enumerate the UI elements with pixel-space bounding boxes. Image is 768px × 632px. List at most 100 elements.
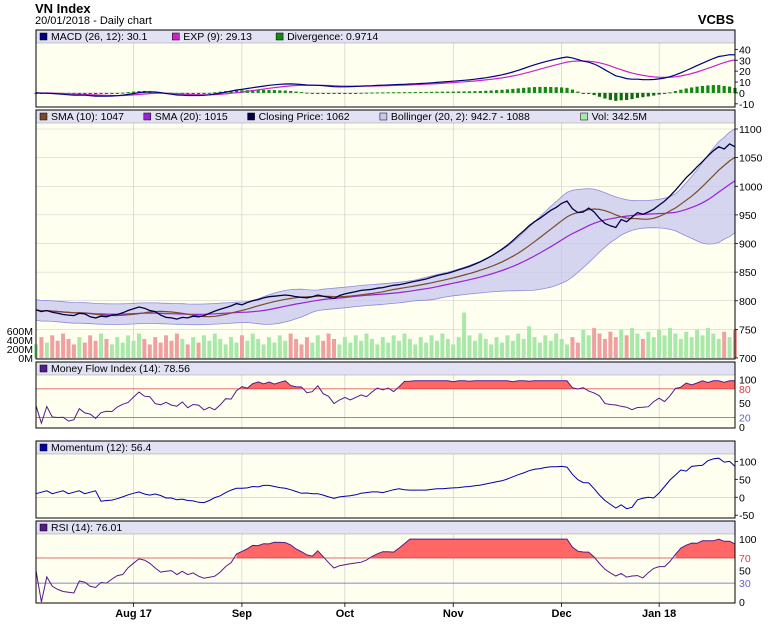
volume-bar: [272, 343, 276, 358]
volume-bar: [256, 339, 260, 358]
volume-bar: [245, 341, 249, 358]
divergence-bar: [560, 87, 563, 93]
divergence-bar: [690, 87, 693, 92]
legend-label: EXP (9): 29.13: [183, 31, 252, 43]
divergence-bar: [620, 93, 623, 100]
volume-bar: [50, 335, 54, 358]
volume-bar: [159, 343, 163, 358]
divergence-bar: [603, 93, 606, 99]
volume-bar: [169, 341, 173, 358]
volume-bar: [381, 337, 385, 358]
divergence-bar: [468, 91, 471, 93]
volume-bar: [289, 334, 293, 358]
divergence-bar: [712, 85, 715, 93]
volume-bar: [126, 335, 130, 358]
divergence-bar: [565, 88, 568, 93]
rsi-tick-label: 50: [739, 566, 751, 578]
volume-bar: [354, 335, 358, 358]
divergence-bar: [658, 93, 661, 95]
volume-bar: [581, 330, 585, 358]
price-tick-label: 1000: [739, 181, 763, 193]
volume-bar: [99, 334, 103, 358]
volume-bar: [104, 339, 108, 358]
divergence-bar: [273, 90, 276, 93]
volume-bar: [359, 341, 363, 358]
price-tick-label: 1100: [739, 124, 762, 136]
divergence-bar: [397, 92, 400, 93]
price-tick-label: 850: [739, 267, 757, 279]
volume-bar: [45, 343, 49, 358]
divergence-bar: [495, 90, 498, 93]
volume-bar: [262, 344, 266, 358]
volume-bar: [473, 341, 477, 358]
divergence-bar: [197, 93, 200, 94]
volume-bar: [224, 344, 228, 358]
volume-bar: [668, 328, 672, 358]
volume-bar: [191, 337, 195, 358]
volume-bar: [635, 334, 639, 358]
divergence-bar: [647, 93, 650, 97]
divergence-bar: [127, 92, 130, 93]
divergence-bar: [462, 91, 465, 93]
divergence-bar: [327, 93, 330, 94]
volume-bar: [180, 339, 184, 358]
volume-bar: [88, 335, 92, 358]
divergence-bar: [668, 92, 671, 93]
divergence-bar: [430, 92, 433, 93]
volume-bar: [234, 343, 238, 358]
volume-bar: [484, 339, 488, 358]
volume-bar: [153, 337, 157, 358]
macd-tick-label: 40: [739, 44, 751, 56]
momentum-tick-label: 0: [739, 492, 745, 504]
divergence-bar: [300, 92, 303, 93]
divergence-bar: [587, 93, 590, 94]
volume-bar: [419, 337, 423, 358]
volume-bar: [538, 343, 542, 358]
divergence-bar: [387, 92, 390, 93]
volume-bar: [489, 344, 493, 358]
volume-bar: [370, 339, 374, 358]
volume-bar: [516, 334, 520, 358]
divergence-bar: [723, 86, 726, 93]
volume-bar: [132, 341, 136, 358]
x-tick-label: Oct: [336, 608, 355, 620]
divergence-bar: [332, 93, 335, 94]
legend-swatch: [40, 33, 47, 40]
divergence-bar: [630, 93, 633, 99]
volume-bar: [121, 343, 125, 358]
divergence-bar: [338, 93, 341, 94]
divergence-bar: [202, 93, 205, 94]
divergence-bar: [571, 90, 574, 93]
volume-bar: [717, 339, 721, 358]
divergence-bar: [452, 92, 455, 93]
volume-bar: [706, 328, 710, 358]
volume-bar: [543, 335, 547, 358]
legend-label: Money Flow Index (14): 78.56: [51, 363, 190, 375]
legend-label: RSI (14): 76.01: [51, 522, 122, 534]
volume-bar: [500, 343, 504, 358]
volume-bar: [316, 335, 320, 358]
volume-bar: [522, 339, 526, 358]
volume-bar: [392, 335, 396, 358]
divergence-bar: [625, 93, 628, 100]
divergence-bar: [717, 85, 720, 93]
divergence-bar: [527, 87, 530, 93]
volume-bar: [327, 334, 331, 358]
macd-tick-label: -10: [739, 99, 754, 111]
volume-bar: [251, 334, 255, 358]
divergence-bar: [89, 93, 92, 94]
volume-bar: [240, 335, 244, 358]
volume-bar: [554, 334, 558, 358]
divergence-bar: [213, 92, 216, 93]
volume-bar: [348, 343, 352, 358]
volume-tick-label: 600M: [7, 326, 33, 338]
volume-bar: [72, 344, 76, 358]
volume-bar: [94, 341, 98, 358]
legend-swatch: [40, 444, 47, 451]
volume-bar: [505, 335, 509, 358]
divergence-bar: [490, 90, 493, 92]
volume-bar: [527, 326, 531, 358]
divergence-bar: [267, 90, 270, 93]
volume-bar: [56, 341, 60, 358]
